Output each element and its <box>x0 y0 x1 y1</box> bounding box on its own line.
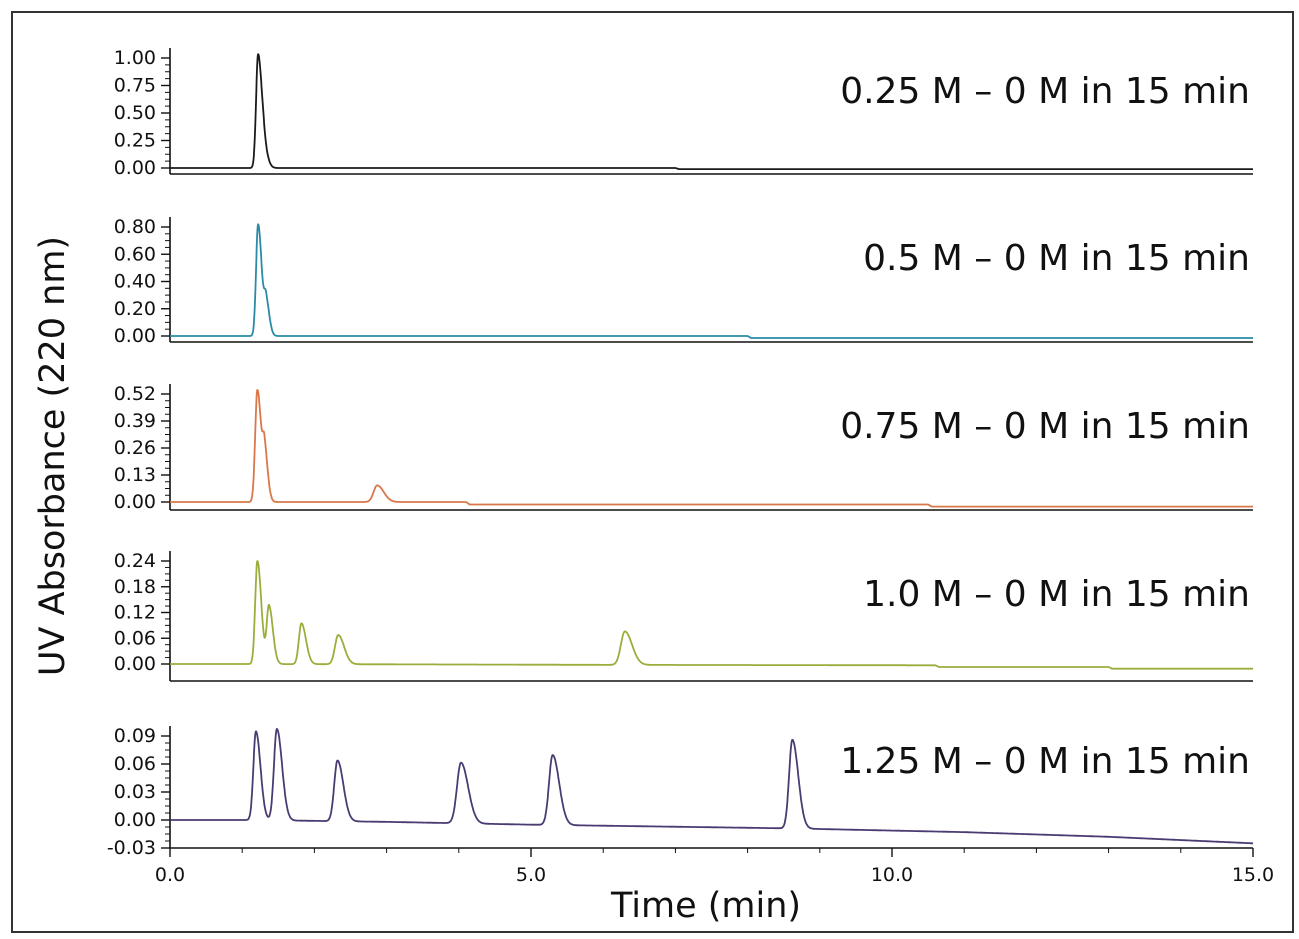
y-tick-label: 0.39 <box>114 410 156 432</box>
y-axis-label: UV Absorbance (220 nm) <box>33 236 73 676</box>
panels-group: 0.00 0.25 0.50 0.75 1.00 0.25 M – 0 M in 15 m… <box>107 47 1254 859</box>
series-trace-1 <box>169 53 1254 171</box>
panel-annotation: 0.75 M – 0 M in 15 min <box>840 406 1250 447</box>
y-tick-label: 0.25 <box>114 130 156 152</box>
panel-4: 0.00 0.06 0.12 0.18 0.24 1.0 M – 0 M in 15 mi… <box>114 550 1254 682</box>
series-trace-2 <box>169 223 1254 339</box>
series-trace-3 <box>169 388 1254 508</box>
x-axis-label: Time (min) <box>610 886 801 926</box>
y-tick-label: 0.52 <box>114 383 156 405</box>
x-tick-label: 0.0 <box>155 864 185 886</box>
panel-2: 0.00 0.20 0.40 0.60 0.80 0.5 M – 0 M in 15 mi… <box>114 216 1254 347</box>
panel-annotation: 0.25 M – 0 M in 15 min <box>840 71 1250 112</box>
x-tick-label: 15.0 <box>1232 864 1274 886</box>
x-axis: 0.0 5.0 10.0 15.0 <box>155 848 1274 886</box>
y-tick-label: 0.26 <box>114 437 156 459</box>
y-tick-label: 0.60 <box>114 243 156 265</box>
y-tick-label: 0.80 <box>114 216 156 238</box>
y-tick-label: -0.03 <box>107 837 156 859</box>
y-tick-label: 0.18 <box>114 576 156 598</box>
y-tick-label: 0.06 <box>114 753 156 775</box>
chart-frame <box>11 11 1294 933</box>
x-tick-label: 10.0 <box>871 864 913 886</box>
x-tick-label: 5.0 <box>516 864 546 886</box>
series-trace-5 <box>169 728 1254 845</box>
panel-5: -0.03 0.00 0.03 0.06 0.09 1.25 M – 0 M in 15 … <box>107 725 1254 859</box>
panel-3: 0.00 0.13 0.26 0.39 0.52 0.75 M – 0 M in 15 m… <box>114 383 1254 513</box>
y-tick-label: 0.12 <box>114 602 156 624</box>
y-tick-label: 0.75 <box>114 75 156 97</box>
panel-annotation: 1.0 M – 0 M in 15 min <box>863 574 1250 615</box>
series-trace-4 <box>169 560 1254 670</box>
y-tick-label: 1.00 <box>114 47 156 69</box>
y-tick-label: 0.06 <box>114 627 156 649</box>
y-tick-label: 0.00 <box>114 491 156 513</box>
y-tick-label: 0.03 <box>114 781 156 803</box>
panel-annotation: 0.5 M – 0 M in 15 min <box>863 238 1250 279</box>
y-tick-label: 0.00 <box>114 653 156 675</box>
y-tick-label: 0.09 <box>114 725 156 747</box>
y-tick-label: 0.24 <box>114 550 156 572</box>
y-tick-label: 0.00 <box>114 809 156 831</box>
y-tick-label: 0.50 <box>114 102 156 124</box>
y-tick-label: 0.40 <box>114 271 156 293</box>
y-tick-label: 0.20 <box>114 298 156 320</box>
panel-annotation: 1.25 M – 0 M in 15 min <box>840 741 1250 782</box>
y-tick-label: 0.13 <box>114 464 156 486</box>
y-tick-label: 0.00 <box>114 325 156 347</box>
y-tick-label: 0.00 <box>114 157 156 179</box>
panel-1: 0.00 0.25 0.50 0.75 1.00 0.25 M – 0 M in 15 m… <box>114 47 1254 179</box>
